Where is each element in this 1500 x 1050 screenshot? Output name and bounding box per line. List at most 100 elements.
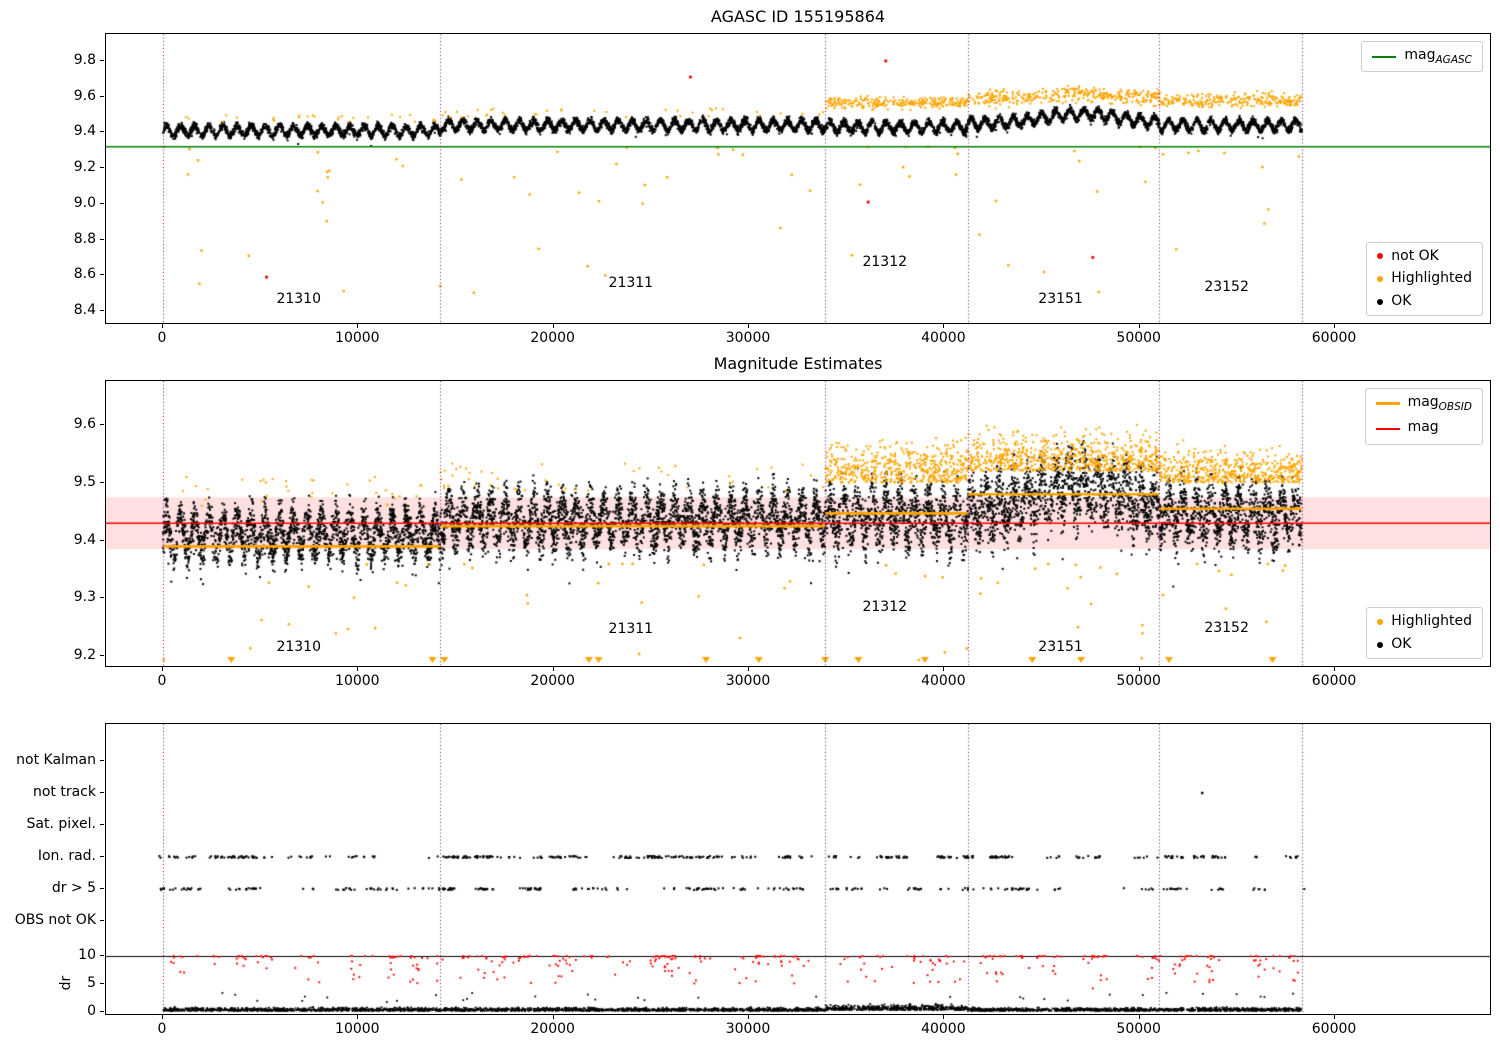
legend-row-mag: mag [1375,419,1472,438]
legend-row-mag-agasc: magAGASC [1372,47,1472,66]
top-plot-axes: AGASC ID 155195864 magAGASC not OK Highl… [105,7,1491,324]
middle-legend-lines[interactable]: magOBSID mag [1364,388,1483,445]
agasc-line-sample [1372,55,1397,58]
dr-tick-label: 10 [78,947,96,963]
category-label: dr > 5 [51,880,96,896]
top-plot-title: AGASC ID 155195864 [710,7,886,26]
obsid-label: 21310 [276,291,322,308]
x-tick-label: 50000 [1116,673,1161,689]
obsid-label: 21312 [862,599,908,616]
x-tick-label: 30000 [725,330,771,346]
category-tick-mark [100,888,104,889]
x-tick-label: 50000 [1116,1021,1161,1037]
x-tick-mark [162,324,163,328]
x-tick-mark [748,667,750,671]
obsid-label: 21311 [608,621,654,638]
y-tick-label: 9.6 [73,415,96,432]
x-tick-mark [357,1015,359,1019]
x-tick-mark [1138,667,1140,671]
x-tick-label: 40000 [921,1021,966,1037]
x-tick-mark [1138,1015,1140,1019]
x-tick-mark [943,1015,945,1019]
x-tick-label: 50000 [1116,330,1161,346]
x-tick-mark [357,324,359,328]
legend-row-not-ok: not OK [1377,248,1472,265]
x-tick-mark [552,1015,554,1019]
x-tick-mark [162,1015,163,1019]
x-tick-mark [748,1015,750,1019]
x-tick-label: 60000 [1311,673,1357,689]
middle-legend-points[interactable]: Highlighted OK [1366,607,1483,659]
y-tick-mark [100,167,104,169]
x-tick-label: 40000 [921,673,966,689]
category-label: OBS not OK [14,912,96,928]
y-tick-mark [100,202,104,204]
x-tick-mark [943,667,945,671]
x-tick-label: 10000 [335,1021,380,1037]
legend-label-highlighted: Highlighted [1391,613,1472,630]
y-tick-mark [100,423,104,425]
dr-tick-label: 0 [87,1003,96,1019]
category-tick-mark [100,856,104,857]
x-tick-label: 60000 [1311,1021,1357,1037]
legend-label-mag-obsid: magOBSID [1407,394,1472,413]
x-tick-mark [552,667,554,671]
y-tick-label: 9.8 [73,51,96,68]
mag-obsid-line-sample [1375,402,1400,406]
legend-label-mag: mag [1407,419,1439,436]
top-legend-magagasc[interactable]: magAGASC [1361,41,1483,73]
legend-row-mag-obsid: magOBSID [1375,394,1472,413]
legend-label-highlighted: Highlighted [1391,270,1472,287]
x-tick-label: 40000 [921,330,966,346]
y-tick-mark [100,274,104,276]
x-tick-label: 30000 [725,673,771,689]
highlighted-dot-sample [1377,618,1384,625]
y-tick-label: 9.0 [73,194,96,211]
ok-dot-sample [1377,298,1384,305]
middle-plot-canvas [106,381,1490,666]
dr-axis-label: dr [58,975,74,991]
obsid-label: 21310 [276,638,322,655]
y-tick-label: 8.6 [73,266,96,283]
obsid-label: 23151 [1038,291,1083,308]
x-tick-label: 0 [157,673,167,689]
category-tick-mark [100,760,104,761]
x-tick-mark [357,667,359,671]
x-tick-mark [1334,324,1336,328]
category-label: not Kalman [16,752,96,768]
category-tick-mark [100,824,104,825]
category-label: not track [32,784,96,800]
middle-plot-title: Magnitude Estimates [713,354,883,373]
dr-tick-mark [100,983,104,984]
x-tick-label: 20000 [530,1021,575,1037]
y-tick-mark [100,238,104,240]
dr-tick-mark [100,1011,104,1012]
y-tick-label: 9.2 [73,159,96,176]
middle-plot-axes: Magnitude Estimates magOBSID mag Highlig… [105,354,1491,667]
legend-row-ok: OK [1377,293,1472,310]
y-tick-label: 9.6 [73,87,96,104]
obsid-label: 23151 [1038,638,1083,655]
x-tick-mark [552,324,554,328]
top-plot-canvas [106,34,1490,323]
x-tick-label: 60000 [1311,330,1357,346]
x-tick-mark [943,324,945,328]
x-tick-mark [748,324,750,328]
obsid-label: 21311 [608,275,654,292]
top-legend-points[interactable]: not OK Highlighted OK [1366,241,1483,316]
y-tick-label: 9.5 [73,473,96,490]
mag-line-sample [1375,428,1400,431]
y-tick-mark [100,481,104,483]
obsid-label: 23152 [1204,278,1249,295]
category-tick-mark [100,792,104,793]
x-tick-label: 10000 [335,673,380,689]
legend-label-ok: OK [1391,293,1412,310]
x-tick-label: 30000 [725,1021,771,1037]
x-tick-mark [162,667,163,671]
y-tick-mark [100,539,104,541]
y-tick-mark [100,597,104,599]
legend-label-ok: OK [1391,636,1412,653]
y-tick-label: 8.4 [73,302,96,319]
y-tick-label: 9.3 [73,589,96,606]
